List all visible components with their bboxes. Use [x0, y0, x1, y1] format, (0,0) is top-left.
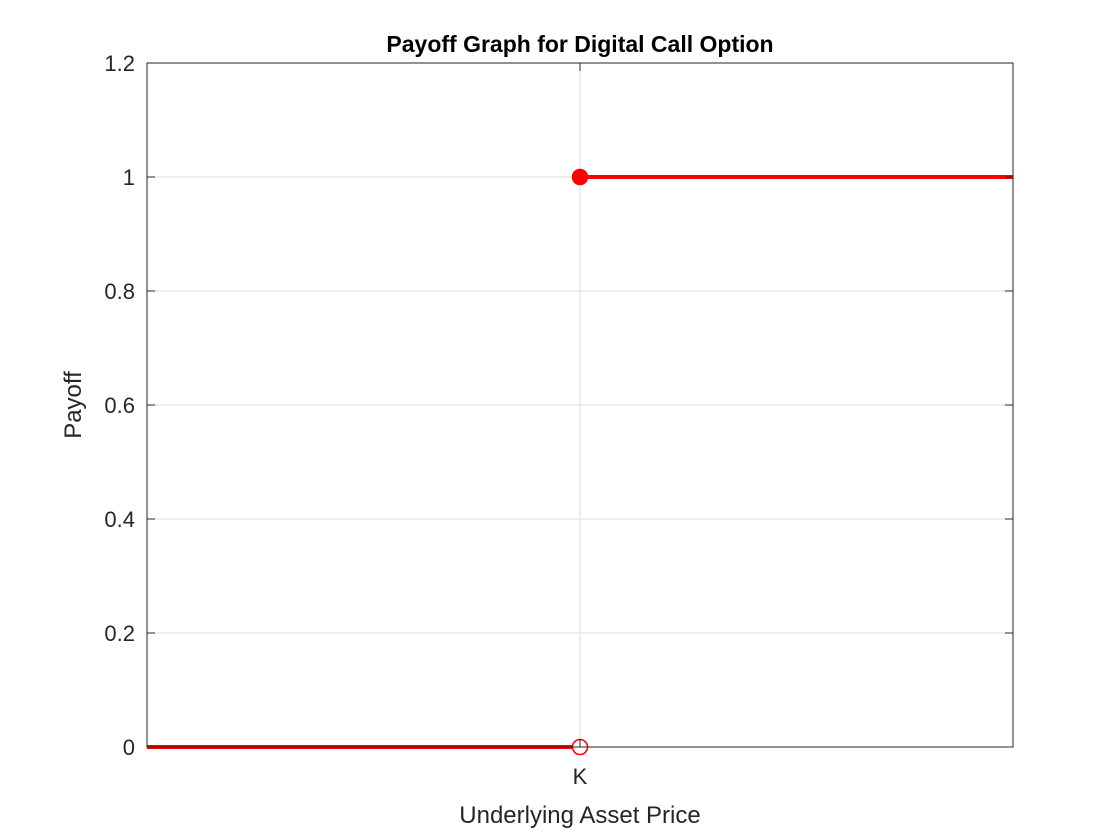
y-axis-label: Payoff: [60, 371, 87, 439]
y-tick-label: 1: [123, 165, 135, 190]
x-tick-label: K: [573, 764, 588, 789]
chart-title: Payoff Graph for Digital Call Option: [386, 31, 773, 57]
y-tick-label: 0.4: [104, 507, 135, 532]
y-tick-label: 0: [123, 735, 135, 760]
y-tick-label: 0.8: [104, 279, 135, 304]
filled-endpoint-marker: [571, 168, 589, 186]
grid-lines: [147, 62, 1013, 748]
x-axis-label: Underlying Asset Price: [459, 802, 700, 829]
y-tick-label: 1.2: [104, 51, 135, 76]
y-tick-label: 0.2: [104, 621, 135, 646]
y-tick-label: 0.6: [104, 393, 135, 418]
axes: [146, 62, 1014, 748]
tick-labels: 0 0.2 0.4 0.6 0.8 1 1.2 K: [104, 51, 587, 789]
